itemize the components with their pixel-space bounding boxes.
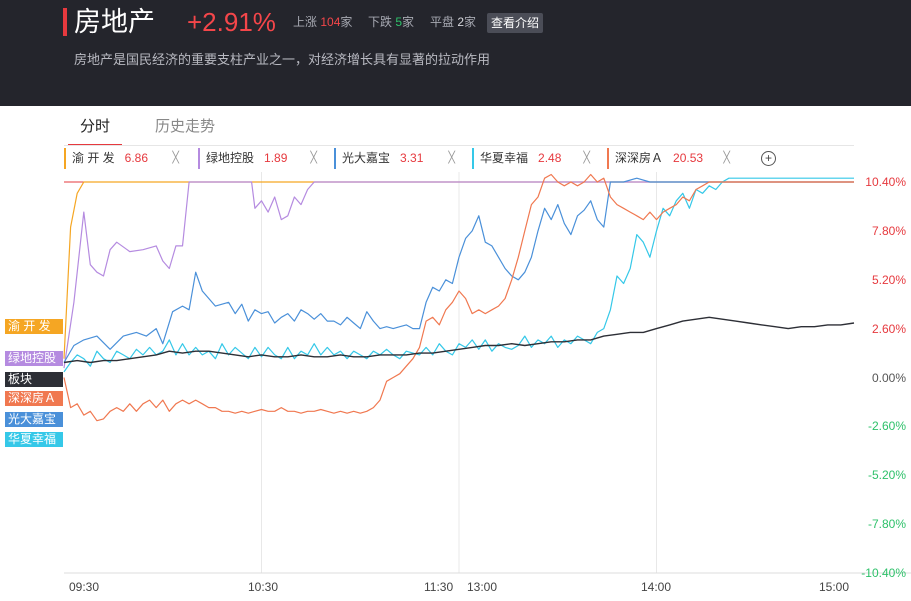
sector-header: 房地产 +2.91% 上涨 104家 下跌 5家 平盘 2家 查看介绍 房地产是… xyxy=(0,0,911,106)
down-unit: 家 xyxy=(402,15,415,29)
close-icon[interactable]: ╳ xyxy=(310,152,317,164)
series-line xyxy=(63,177,854,363)
legend-tag[interactable]: 深深房Ａ xyxy=(5,391,63,406)
chip-color-bar xyxy=(198,148,200,169)
close-icon[interactable]: ╳ xyxy=(583,152,590,164)
sector-change: +2.91% xyxy=(187,7,276,37)
series-line xyxy=(63,177,854,373)
x-tick-label: 15:00 xyxy=(819,580,850,594)
y-tick-label: -7.80% xyxy=(867,517,906,532)
tab-history[interactable]: 历史走势 xyxy=(155,118,216,135)
legend-tag[interactable]: 渝 开 发 xyxy=(5,319,63,334)
close-icon[interactable]: ╳ xyxy=(723,152,730,164)
stock-chip[interactable]: 渝 开 发 6.86 ╳ xyxy=(64,148,185,169)
view-intro-button[interactable]: 查看介绍 xyxy=(487,13,544,33)
up-count: 104 xyxy=(320,15,341,29)
chip-stock-name: 光大嘉宝 xyxy=(342,151,391,165)
legend-tag[interactable]: 华夏幸福 xyxy=(5,432,63,447)
chip-stock-name: 深深房Ａ xyxy=(615,151,664,165)
flat-count: 2 xyxy=(457,15,465,29)
x-tick-label: 14:00 xyxy=(641,580,672,594)
title-accent-bar xyxy=(63,8,67,36)
y-tick-label: 7.80% xyxy=(871,223,906,238)
y-tick-label: -5.20% xyxy=(867,468,906,483)
add-stock-button[interactable]: + xyxy=(761,151,776,166)
stock-chip[interactable]: 华夏幸福 2.48 ╳ xyxy=(472,148,596,169)
close-icon[interactable]: ╳ xyxy=(448,152,455,164)
tab-divider xyxy=(64,145,854,146)
series-line xyxy=(63,181,854,369)
chip-stock-price: 20.53 xyxy=(673,151,704,165)
chip-stock-name: 渝 开 发 xyxy=(72,151,115,165)
chip-stock-name: 华夏幸福 xyxy=(480,151,529,165)
y-tick-label: -2.60% xyxy=(867,419,906,434)
sector-description: 房地产是国民经济的重要支柱产业之一，对经济增长具有显著的拉动作用 xyxy=(74,52,491,67)
up-stat: 上涨 104家 xyxy=(293,13,352,31)
chip-stock-price: 1.89 xyxy=(264,151,288,165)
series-line xyxy=(63,316,855,364)
legend-tag[interactable]: 板块 xyxy=(5,372,63,387)
chip-stock-name: 绿地控股 xyxy=(206,151,255,165)
stock-chip[interactable]: 光大嘉宝 3.31 ╳ xyxy=(334,148,461,169)
down-stat: 下跌 5家 xyxy=(368,13,414,31)
chip-stock-price: 3.31 xyxy=(400,151,424,165)
flat-unit: 家 xyxy=(464,15,477,29)
y-tick-label: 0.00% xyxy=(871,370,906,385)
x-tick-label: 10:30 xyxy=(248,580,279,594)
x-tick-label: 13:00 xyxy=(467,580,498,594)
y-tick-label: 2.60% xyxy=(871,321,906,336)
stock-chip[interactable]: 绿地控股 1.89 ╳ xyxy=(198,148,323,169)
down-count: 5 xyxy=(395,15,403,29)
chip-color-bar xyxy=(64,148,66,169)
y-tick-label: 5.20% xyxy=(871,272,906,287)
close-icon[interactable]: ╳ xyxy=(172,152,179,164)
down-label: 下跌 xyxy=(368,15,393,29)
series-line xyxy=(63,173,854,422)
x-tick-label: 11:30 xyxy=(424,580,454,594)
up-label: 上涨 xyxy=(293,15,318,29)
chip-color-bar xyxy=(334,148,336,169)
x-tick-label: 09:30 xyxy=(69,580,100,594)
stock-chip[interactable]: 深深房Ａ 20.53 ╳ xyxy=(607,148,736,169)
legend-tag[interactable]: 光大嘉宝 xyxy=(5,412,63,427)
sector-name: 房地产 xyxy=(74,7,155,37)
legend-tag[interactable]: 绿地控股 xyxy=(5,351,63,366)
chip-color-bar xyxy=(472,148,474,169)
flat-label: 平盘 xyxy=(430,15,455,29)
up-unit: 家 xyxy=(340,15,353,29)
y-tick-label: -10.40% xyxy=(861,566,906,580)
y-tick-label: 10.40% xyxy=(865,175,906,189)
chip-stock-price: 2.48 xyxy=(538,151,562,165)
flat-stat: 平盘 2家 xyxy=(430,13,476,31)
chip-stock-price: 6.86 xyxy=(124,151,149,165)
chip-color-bar xyxy=(607,148,609,169)
